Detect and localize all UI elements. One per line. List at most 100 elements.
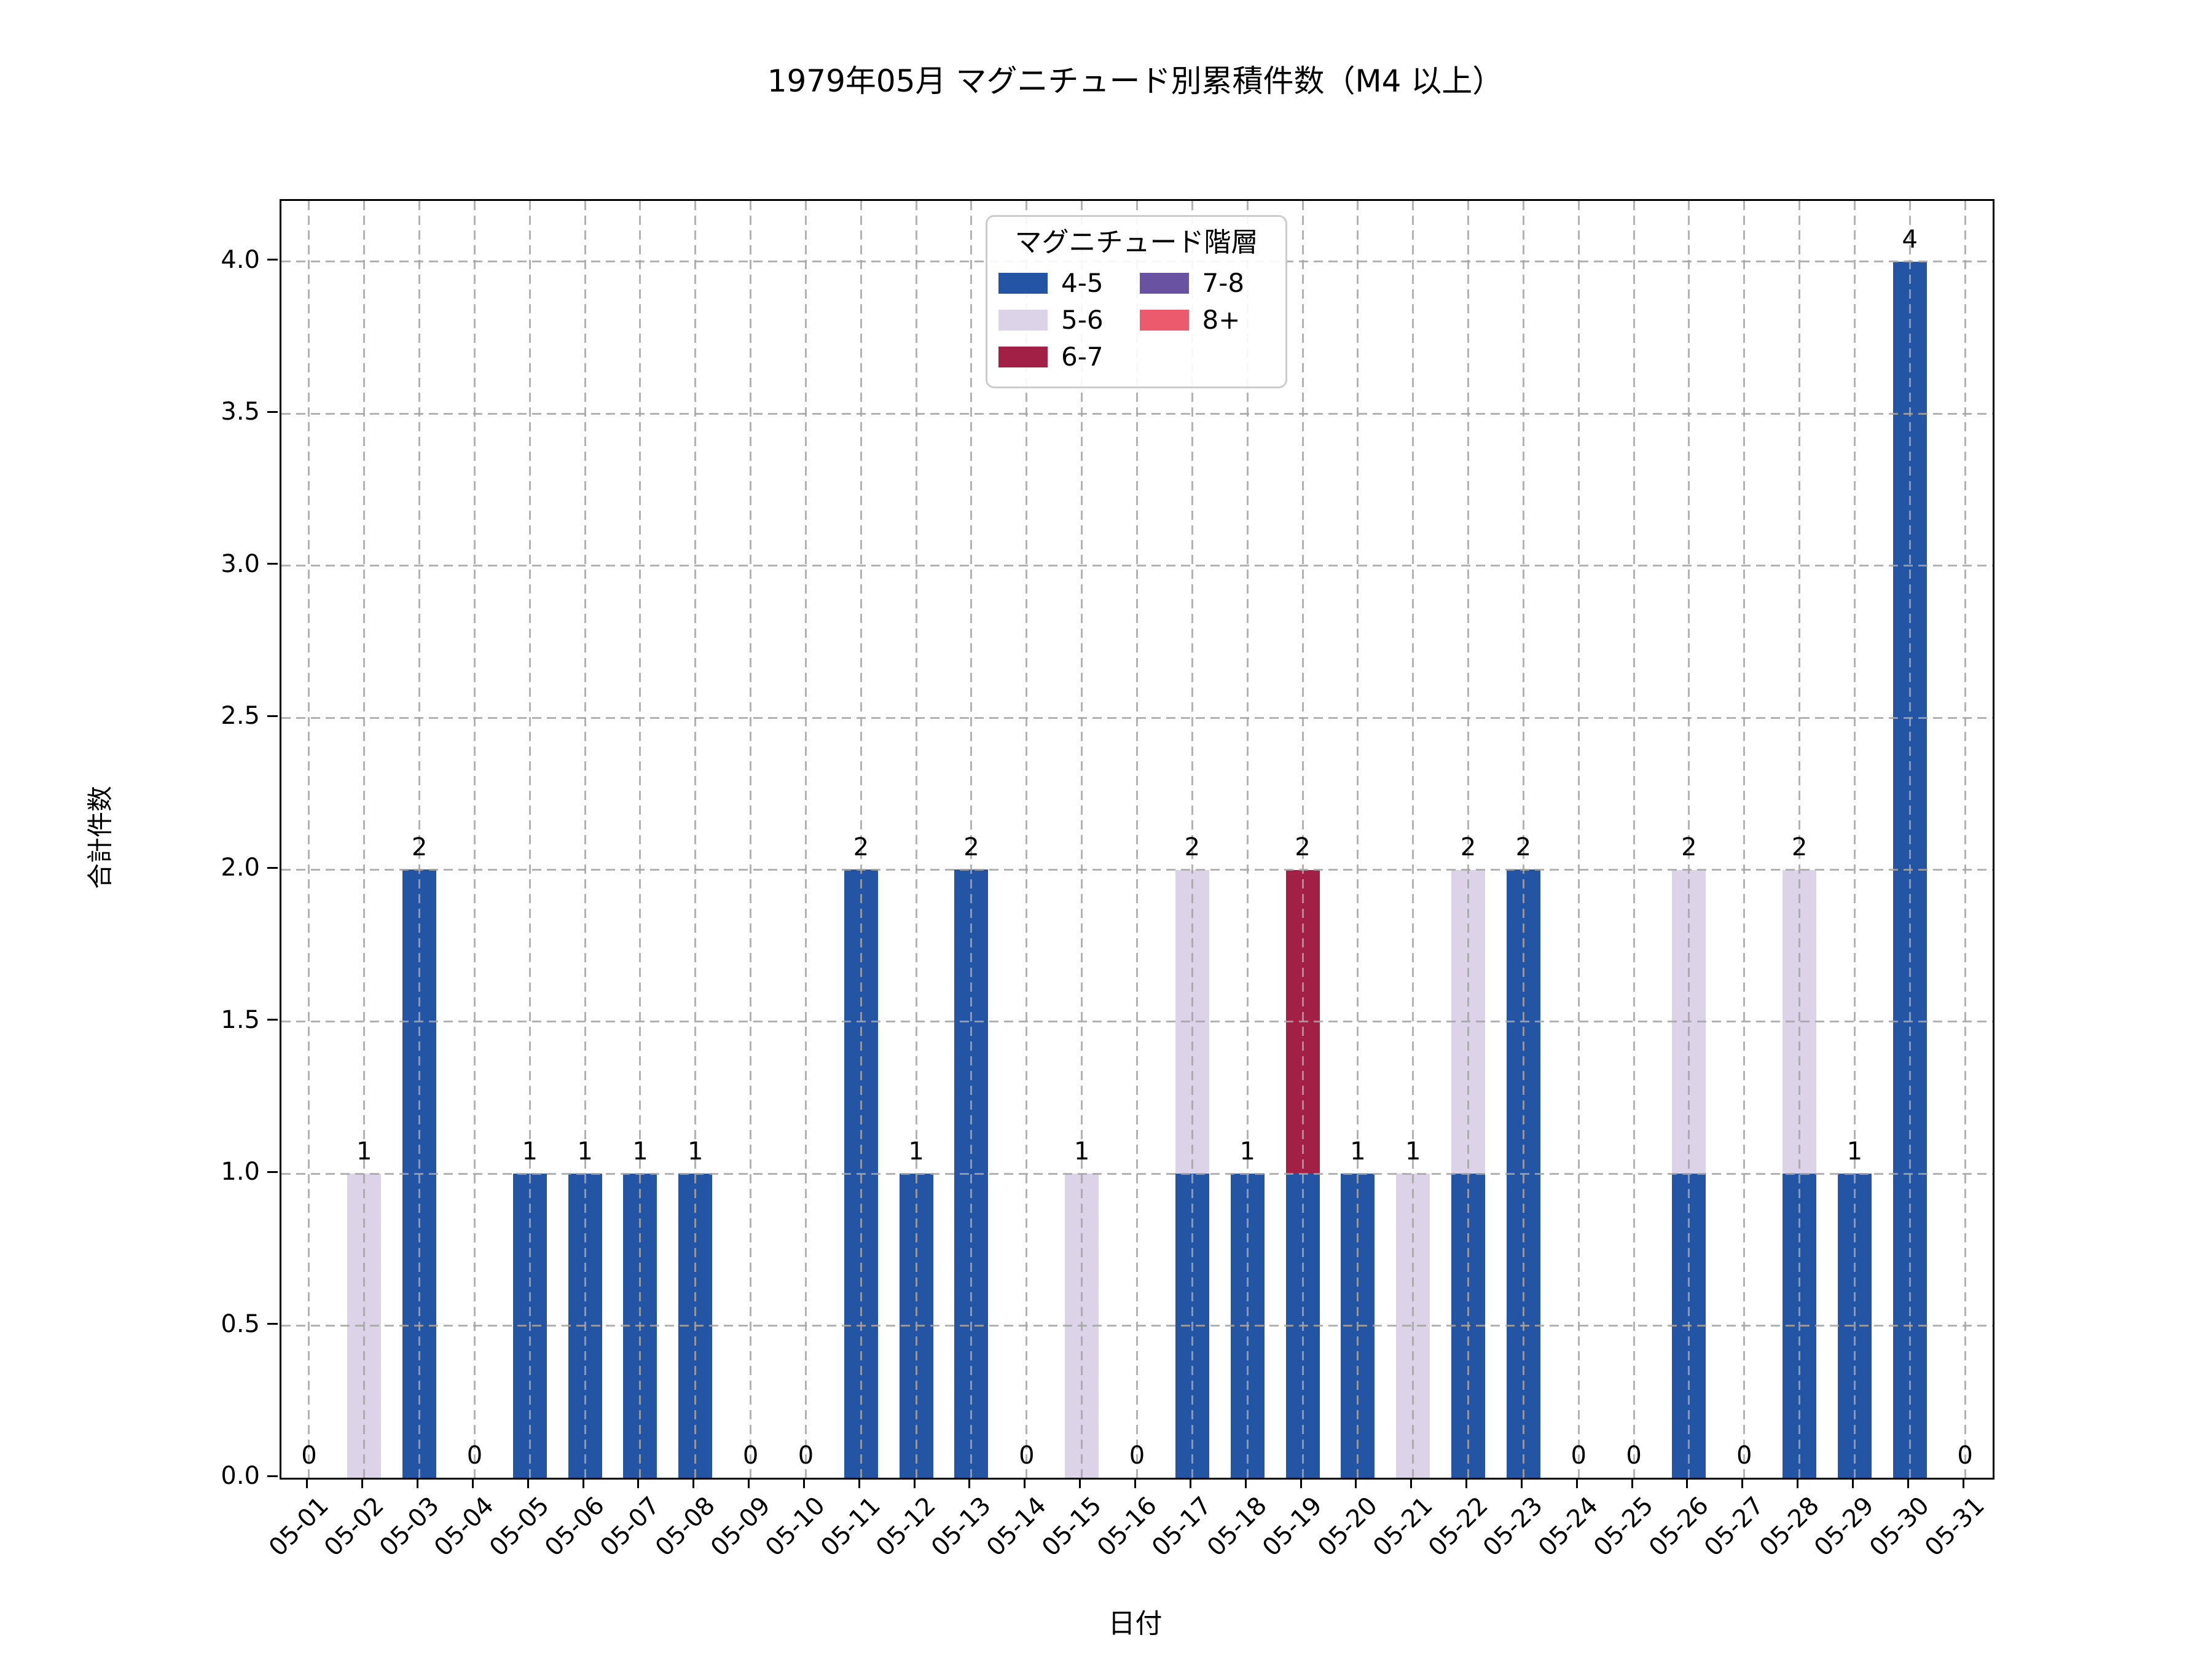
x-tick-label: 05-18 xyxy=(1202,1491,1273,1563)
grid-line-vertical xyxy=(1357,201,1359,1478)
x-tick-label: 05-29 xyxy=(1809,1491,1880,1563)
y-tick-label: 0.0 xyxy=(221,1462,260,1490)
bar-value-label: 1 xyxy=(1350,1137,1366,1166)
x-tick-label: 05-30 xyxy=(1864,1491,1936,1563)
x-axis-tick xyxy=(1520,1478,1523,1488)
x-tick-label: 05-05 xyxy=(484,1491,555,1563)
x-tick-label: 05-24 xyxy=(1533,1491,1604,1563)
x-axis-tick xyxy=(1244,1478,1247,1488)
y-tick-label: 4.0 xyxy=(221,245,260,274)
x-axis-tick xyxy=(1686,1478,1688,1488)
y-tick-label: 2.5 xyxy=(221,702,260,731)
grid-line-vertical xyxy=(860,201,862,1478)
y-axis-tick xyxy=(267,1323,278,1325)
legend-entry-label: 8+ xyxy=(1202,305,1241,335)
x-tick-label: 05-12 xyxy=(871,1491,941,1563)
legend-swatch-8+ xyxy=(1139,310,1189,331)
x-axis-tick xyxy=(1575,1478,1578,1488)
bar-value-label: 0 xyxy=(1129,1441,1145,1470)
x-tick-label: 05-14 xyxy=(981,1491,1052,1563)
x-axis-tick xyxy=(1410,1478,1413,1488)
bar-value-label: 1 xyxy=(908,1137,924,1166)
y-axis-tick xyxy=(267,410,278,413)
bar-value-label: 0 xyxy=(1019,1441,1035,1470)
x-axis-tick xyxy=(1962,1478,1964,1488)
legend-entry-label: 4-5 xyxy=(1061,268,1104,298)
x-axis-tick xyxy=(748,1478,750,1488)
grid-line-vertical xyxy=(584,201,586,1478)
bar-value-label: 2 xyxy=(1295,833,1311,862)
grid-line-vertical xyxy=(1577,201,1580,1478)
bar-value-label: 4 xyxy=(1902,225,1918,254)
x-axis-tick xyxy=(1024,1478,1026,1488)
bar-value-label: 1 xyxy=(522,1137,538,1166)
x-tick-label: 05-22 xyxy=(1422,1491,1494,1563)
legend-swatch-4-5 xyxy=(998,273,1048,294)
grid-line-vertical xyxy=(694,201,697,1478)
grid-line-vertical xyxy=(639,201,641,1478)
x-axis-tick xyxy=(1465,1478,1468,1488)
bar-value-label: 0 xyxy=(466,1441,483,1470)
x-axis-tick xyxy=(417,1478,419,1488)
x-tick-label: 05-19 xyxy=(1257,1491,1328,1563)
legend-swatch-5-6 xyxy=(998,310,1048,331)
x-tick-label: 05-27 xyxy=(1698,1491,1770,1563)
y-axis-tick xyxy=(267,1171,278,1173)
grid-line-vertical xyxy=(804,201,807,1478)
x-tick-label: 05-11 xyxy=(815,1491,887,1563)
x-axis-tick xyxy=(1134,1478,1136,1488)
grid-line-vertical xyxy=(363,201,366,1478)
x-tick-label: 05-13 xyxy=(926,1491,997,1563)
bar-value-label: 1 xyxy=(1239,1137,1255,1166)
grid-line-vertical xyxy=(418,201,421,1478)
y-axis-tick xyxy=(267,715,278,717)
legend-entry: 6-7 xyxy=(998,339,1134,375)
bar-value-label: 0 xyxy=(301,1441,317,1470)
legend-swatch-6-7 xyxy=(998,347,1048,367)
grid-line-vertical xyxy=(528,201,531,1478)
legend-entry-label: 6-7 xyxy=(1061,342,1104,372)
x-tick-label: 05-04 xyxy=(429,1491,500,1563)
x-axis-tick xyxy=(692,1478,695,1488)
legend-entry: 5-6 xyxy=(998,302,1134,339)
x-axis-tick xyxy=(527,1478,529,1488)
x-tick-label: 05-07 xyxy=(595,1491,665,1563)
grid-line-vertical xyxy=(308,201,310,1478)
x-axis-tick xyxy=(1851,1478,1854,1488)
grid-line-vertical xyxy=(1633,201,1635,1478)
x-tick-label: 05-01 xyxy=(264,1491,334,1563)
x-axis-tick xyxy=(471,1478,474,1488)
bar-value-label: 0 xyxy=(798,1441,814,1470)
x-axis-label: 日付 xyxy=(1108,1608,1163,1639)
grid-line-vertical xyxy=(1412,201,1414,1478)
x-tick-label: 05-02 xyxy=(318,1491,390,1563)
bar-value-label: 0 xyxy=(1736,1441,1752,1470)
grid-line-vertical xyxy=(750,201,752,1478)
x-axis-tick xyxy=(306,1478,308,1488)
x-tick-label: 05-16 xyxy=(1091,1491,1163,1563)
legend-entry-label: 7-8 xyxy=(1202,268,1245,298)
x-axis-tick xyxy=(1079,1478,1081,1488)
x-tick-label: 05-08 xyxy=(649,1491,721,1563)
x-axis-tick xyxy=(1797,1478,1799,1488)
legend-title: マグニチュード階層 xyxy=(1014,227,1258,258)
grid-line-vertical xyxy=(1853,201,1856,1478)
x-tick-label: 05-03 xyxy=(374,1491,445,1563)
bar-value-label: 1 xyxy=(688,1137,704,1166)
bar-value-label: 1 xyxy=(1073,1137,1090,1166)
y-tick-label: 3.5 xyxy=(221,398,260,426)
bar-value-label: 1 xyxy=(1846,1137,1863,1166)
x-tick-label: 05-25 xyxy=(1588,1491,1659,1563)
bar-value-label: 2 xyxy=(1681,833,1697,862)
x-axis-tick xyxy=(858,1478,860,1488)
x-axis-tick xyxy=(1907,1478,1909,1488)
chart-title: 1979年05月 マグニチュード別累積件数（M4 以上） xyxy=(767,63,1504,99)
bar-value-label: 2 xyxy=(963,833,979,862)
x-axis-tick xyxy=(802,1478,805,1488)
x-tick-label: 05-28 xyxy=(1754,1491,1825,1563)
grid-line-vertical xyxy=(1522,201,1524,1478)
bar-value-label: 0 xyxy=(1571,1441,1586,1470)
y-tick-label: 0.5 xyxy=(221,1309,260,1338)
bar-value-label: 1 xyxy=(577,1137,593,1166)
x-tick-label: 05-10 xyxy=(760,1491,831,1563)
